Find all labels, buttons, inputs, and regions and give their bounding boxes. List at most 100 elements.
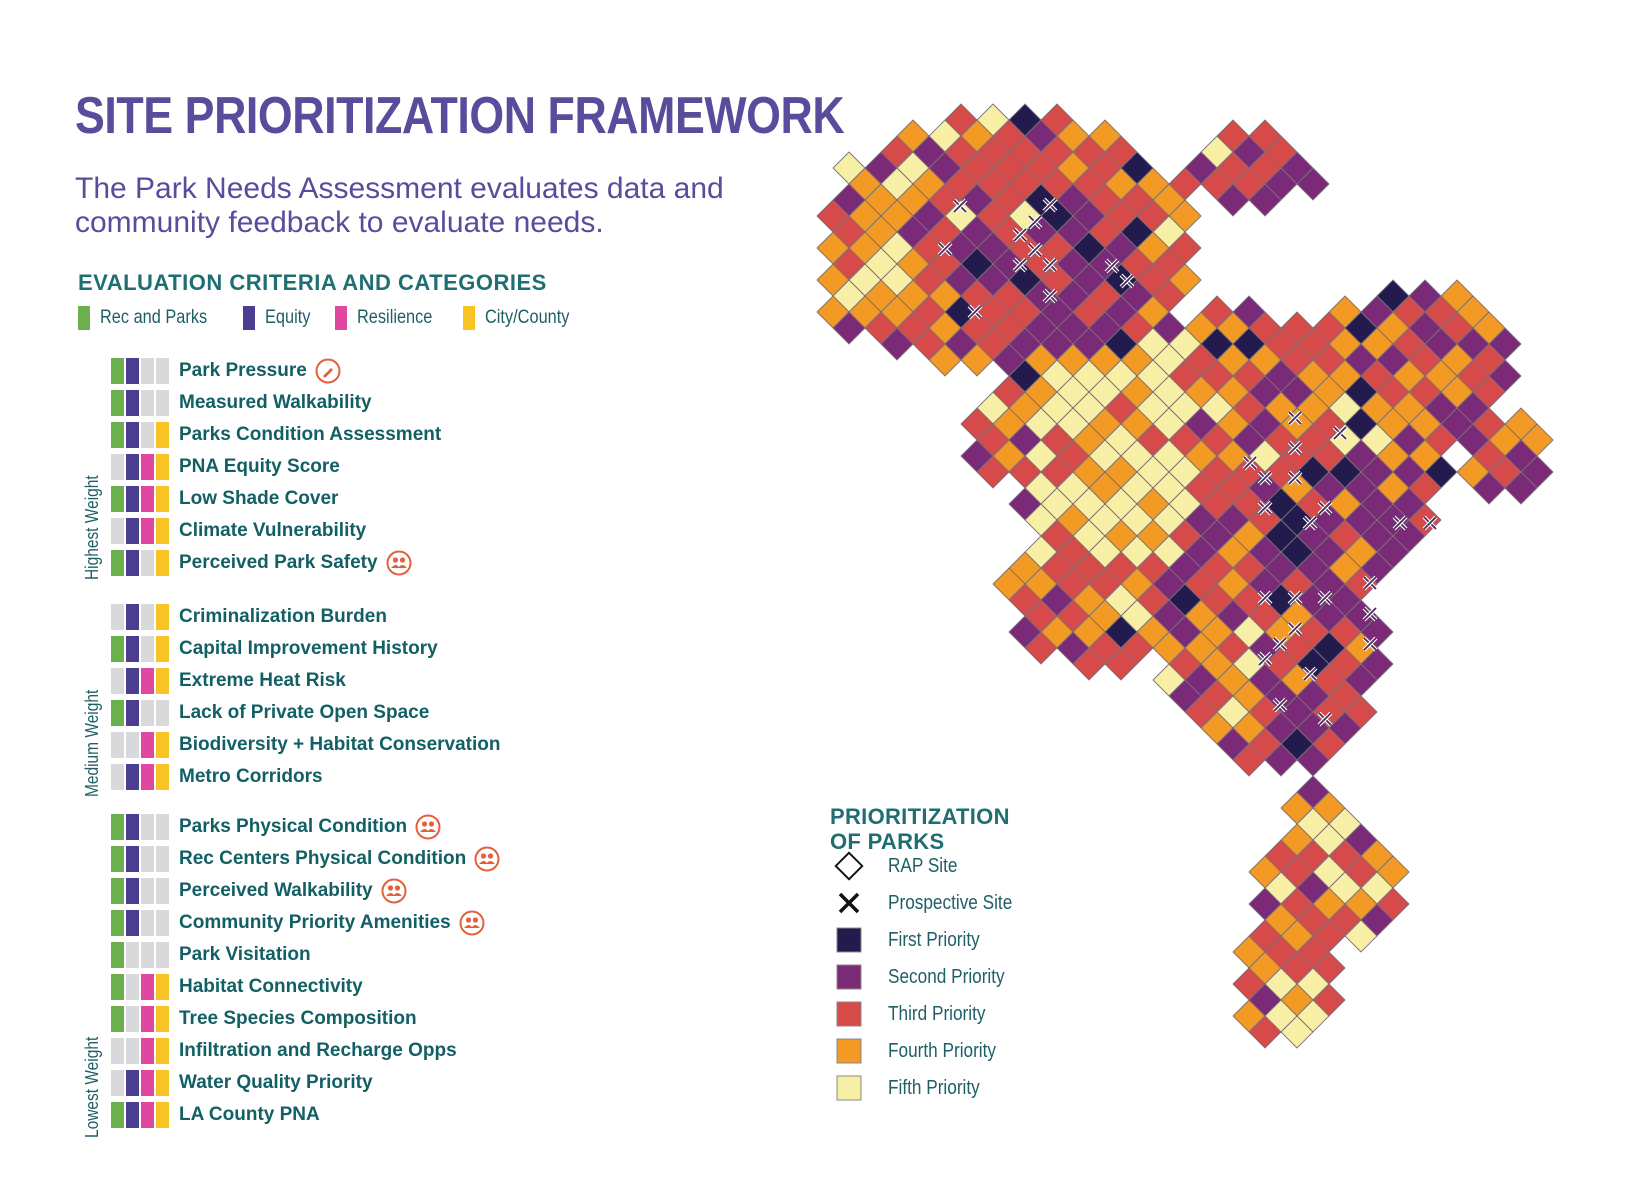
criterion-category-cell <box>126 454 139 480</box>
criterion-name: LA County PNA <box>179 1104 320 1125</box>
legend-label: First Priority <box>888 928 980 951</box>
criterion-name: Climate Vulnerability <box>179 520 367 541</box>
map-tile <box>880 327 914 361</box>
prospective-site-marker <box>1392 515 1408 531</box>
prospective-site-marker <box>1272 697 1288 713</box>
legend-label: Fifth Priority <box>888 1076 980 1099</box>
criterion-row: Community Priority Amenities <box>111 910 485 936</box>
criterion-category-cell <box>126 604 139 630</box>
criterion-row: Biodiversity + Habitat Conservation <box>111 732 501 758</box>
legend-item: Prospective Site <box>834 888 1033 918</box>
criterion-name: Park Visitation <box>179 944 311 965</box>
criterion-category-cell <box>156 878 169 904</box>
prospective-site-marker <box>1422 515 1438 531</box>
criterion-name: Low Shade Cover <box>179 488 339 509</box>
criterion-category-cell <box>141 668 154 694</box>
swatch-rec-parks <box>78 306 90 330</box>
priority-swatch <box>834 1036 864 1066</box>
criterion-category-cell <box>126 636 139 662</box>
map-tile <box>1504 471 1538 505</box>
criterion-category-cell <box>126 974 139 1000</box>
legend-label: Fourth Priority <box>888 1039 997 1062</box>
prospective-site-marker <box>1287 590 1303 606</box>
criterion-category-cell <box>141 1038 154 1064</box>
priority-swatch <box>834 999 864 1029</box>
criterion-category-cell <box>111 1006 124 1032</box>
criterion-row: Perceived Walkability <box>111 878 407 904</box>
community-icon <box>474 846 500 872</box>
prospective-site-marker <box>1287 440 1303 456</box>
criterion-category-cell <box>156 486 169 512</box>
prospective-site-marker <box>1272 636 1288 652</box>
criterion-category-cell <box>126 1070 139 1096</box>
map-tile <box>1024 631 1058 665</box>
criterion-category-cell <box>111 604 124 630</box>
criterion-name: Parks Physical Condition <box>179 816 408 837</box>
criterion-category-cell <box>156 764 169 790</box>
criterion-row: Water Quality Priority <box>111 1070 373 1096</box>
criterion-category-cell <box>156 1006 169 1032</box>
criterion-category-cell <box>156 732 169 758</box>
criterion-category-cell <box>111 518 124 544</box>
prospective-site-marker <box>1302 666 1318 682</box>
prospective-site-marker <box>967 304 983 320</box>
criterion-category-cell <box>126 358 139 384</box>
criterion-name: Habitat Connectivity <box>179 976 363 997</box>
criterion-category-cell <box>111 358 124 384</box>
map-tile <box>1296 167 1330 201</box>
criterion-category-cell <box>141 358 154 384</box>
legend-item: First Priority <box>834 925 995 955</box>
criterion-category-cell <box>111 636 124 662</box>
criterion-name: Lack of Private Open Space <box>179 702 430 723</box>
criterion-category-cell <box>156 550 169 576</box>
criterion-category-cell <box>156 668 169 694</box>
criterion-name: Infiltration and Recharge Opps <box>179 1040 457 1061</box>
criterion-category-cell <box>156 604 169 630</box>
criterion-name: Water Quality Priority <box>179 1072 373 1093</box>
criterion-category-cell <box>156 942 169 968</box>
priority-swatch <box>834 1073 864 1103</box>
criterion-category-cell <box>126 422 139 448</box>
criterion-row: Lack of Private Open Space <box>111 700 429 726</box>
prospective-site-marker <box>937 241 953 257</box>
criterion-category-cell <box>156 1102 169 1128</box>
criterion-category-cell <box>141 846 154 872</box>
criterion-category-cell <box>156 814 169 840</box>
prospective-site-marker <box>1012 257 1028 273</box>
prospective-site-marker <box>1257 651 1273 667</box>
criterion-name: Tree Species Composition <box>179 1008 417 1029</box>
criterion-name: Extreme Heat Risk <box>179 670 346 691</box>
legend-label: Prospective Site <box>888 891 1013 914</box>
prioritization-title-line1: PRIORITIZATION <box>830 804 1010 829</box>
criterion-category-cell <box>141 1006 154 1032</box>
criterion-category-cell <box>111 390 124 416</box>
criterion-category-cell <box>111 422 124 448</box>
category-label: Equity <box>264 307 311 328</box>
legend-item: Second Priority <box>834 962 1024 992</box>
criterion-category-cell <box>156 974 169 1000</box>
criterion-row: PNA Equity Score <box>111 454 340 480</box>
community-icon <box>415 814 441 840</box>
map-tile <box>1216 183 1250 217</box>
prospective-site-marker <box>1362 575 1378 591</box>
criterion-row: Tree Species Composition <box>111 1006 417 1032</box>
criterion-category-cell <box>111 942 124 968</box>
map-tile <box>1344 919 1378 953</box>
criterion-row: Metro Corridors <box>111 764 323 790</box>
criterion-row: Park Pressure <box>111 358 341 384</box>
criterion-category-cell <box>111 878 124 904</box>
prospective-site-marker <box>1042 288 1058 304</box>
criterion-name: Biodiversity + Habitat Conservation <box>179 734 501 755</box>
criterion-category-cell <box>141 1102 154 1128</box>
criterion-category-cell <box>156 422 169 448</box>
criterion-category-cell <box>126 700 139 726</box>
swatch-equity <box>242 306 255 330</box>
prospective-site-marker <box>1027 214 1043 230</box>
criterion-category-cell <box>126 942 139 968</box>
priority-swatch <box>834 962 864 992</box>
criterion-category-cell <box>111 910 124 936</box>
legend-label: Third Priority <box>888 1002 986 1025</box>
prospective-site-marker <box>1302 515 1318 531</box>
legend-item: Third Priority <box>834 999 1001 1029</box>
criterion-category-cell <box>141 700 154 726</box>
